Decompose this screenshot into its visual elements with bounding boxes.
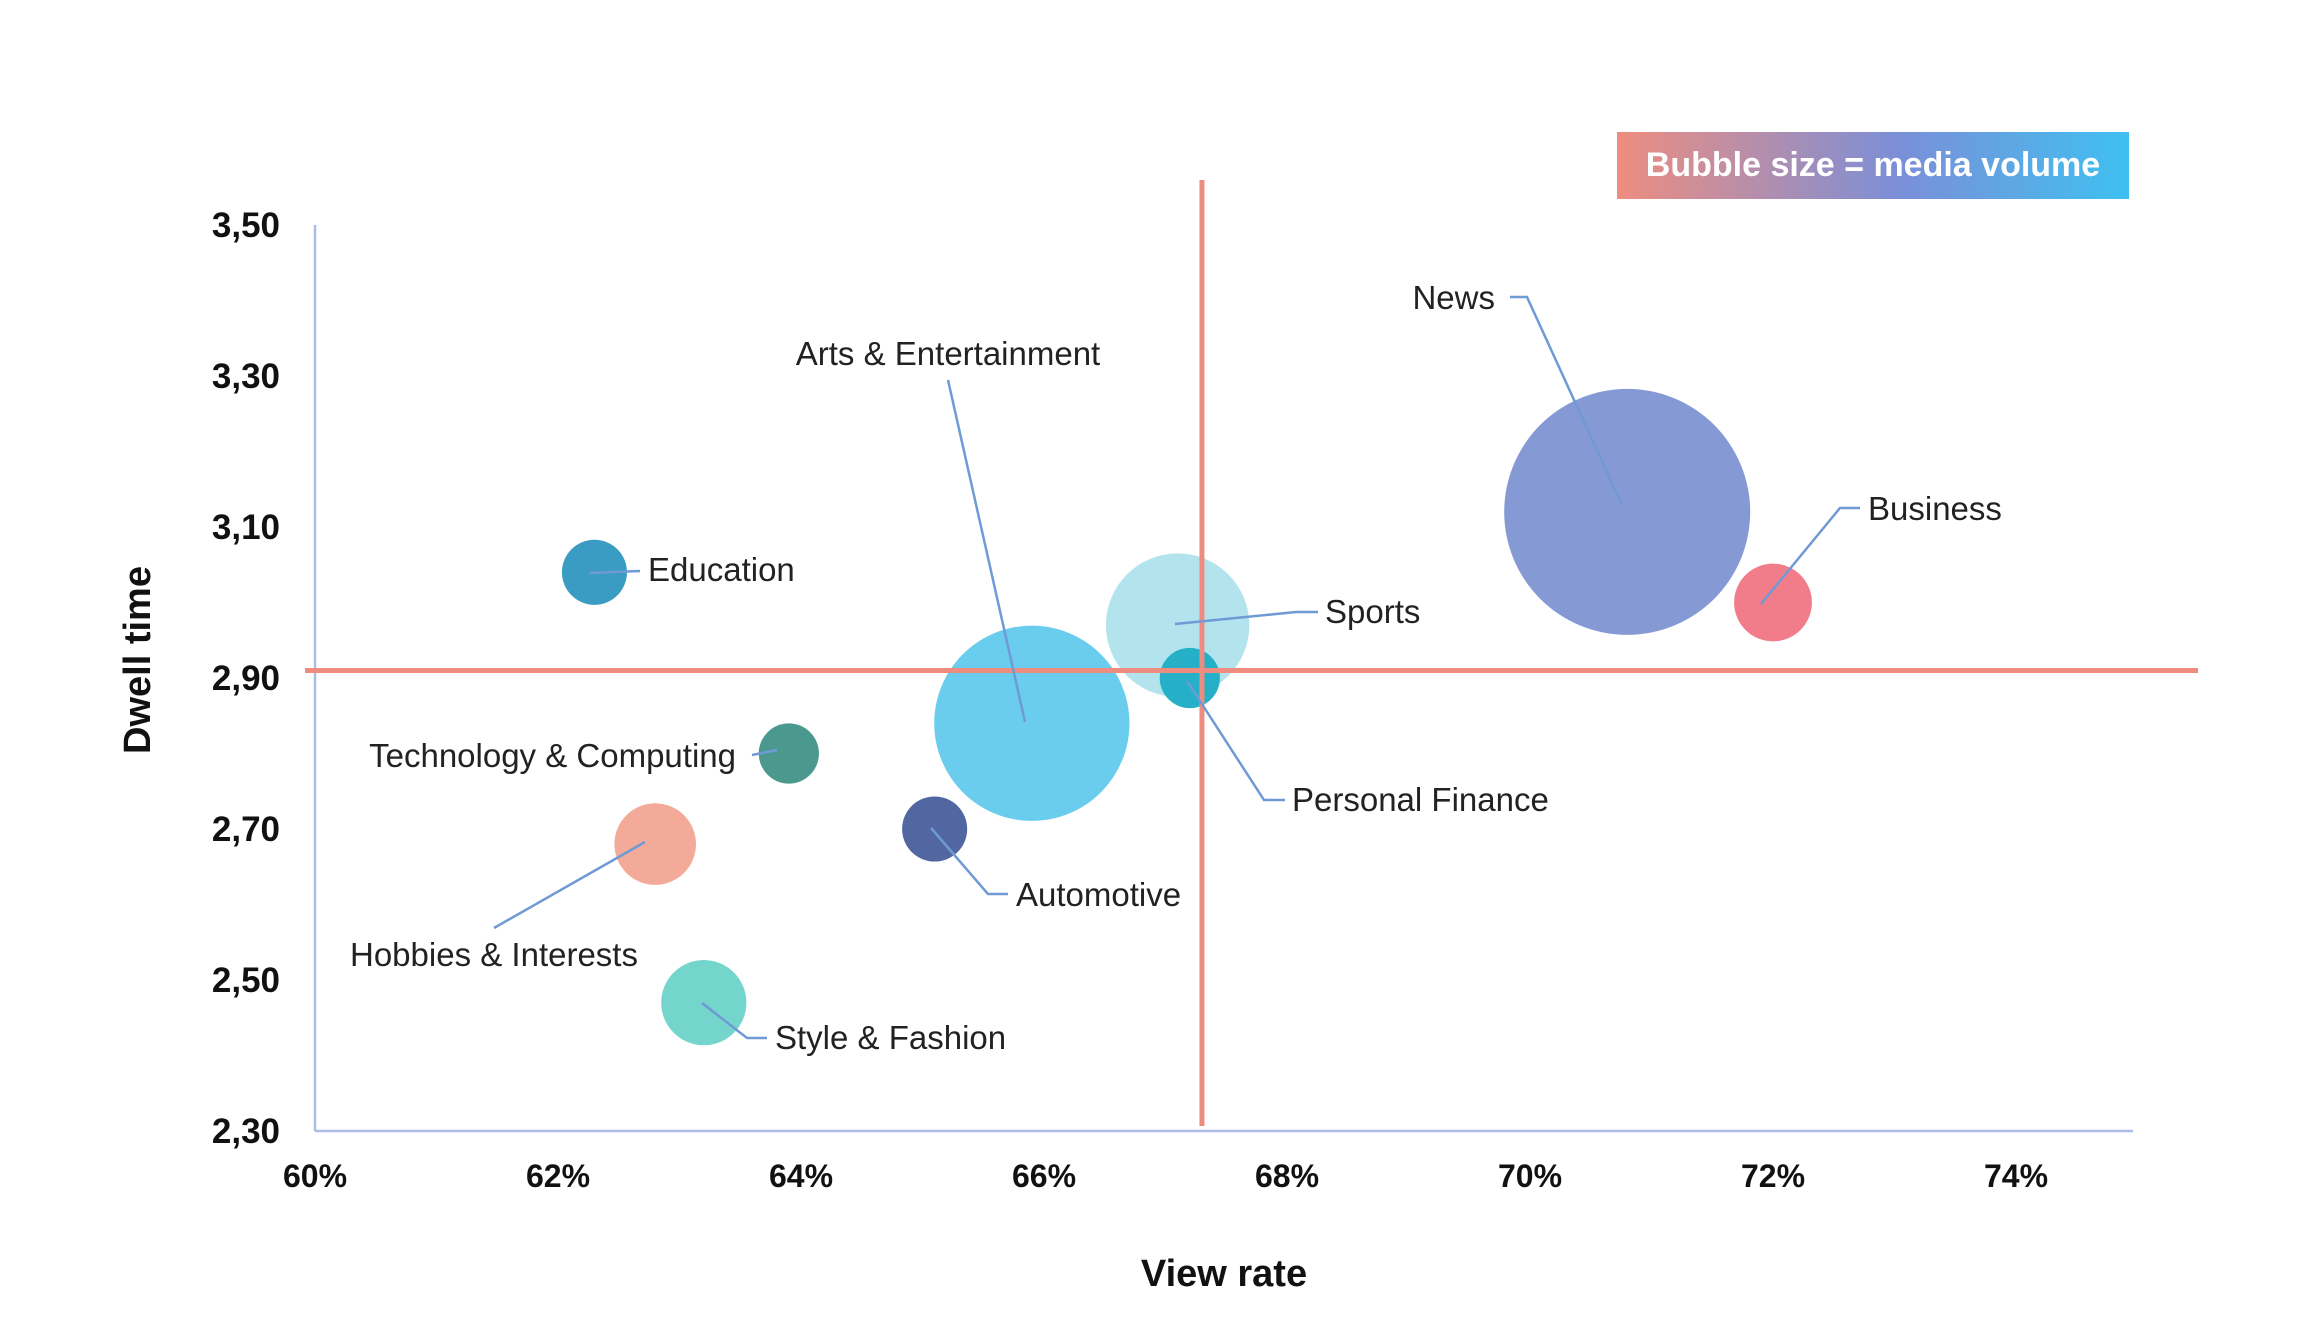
x-tick-label: 74% <box>1984 1158 2048 1194</box>
y-tick-label: 2,90 <box>212 659 280 698</box>
x-tick-label: 68% <box>1255 1158 1319 1194</box>
bubble <box>1734 563 1812 642</box>
bubble-label: Arts & Entertainment <box>796 335 1100 372</box>
bubble-label: Technology & Computing <box>369 737 736 774</box>
bubble <box>614 803 696 885</box>
bubbles <box>561 388 1812 1046</box>
x-tick-label: 62% <box>526 1158 590 1194</box>
leader-line <box>1174 610 1318 626</box>
leader-line <box>1510 295 1624 506</box>
leader-line <box>701 1002 767 1040</box>
bubble <box>1504 388 1751 635</box>
leader-line <box>493 840 646 930</box>
y-axis-title: Dwell time <box>117 566 159 754</box>
bubble-labels: News Business Sports Personal Finance Arts &… <box>350 279 2002 1056</box>
reference-lines <box>305 180 2198 1126</box>
y-tick-label: 3,30 <box>212 357 280 396</box>
y-tick-label: 3,50 <box>212 206 280 245</box>
leader-line <box>946 379 1027 723</box>
bubble-label: Sports <box>1325 593 1420 630</box>
x-tick-label: 64% <box>769 1158 833 1194</box>
x-tick-label: 60% <box>283 1158 347 1194</box>
bubble <box>934 625 1130 821</box>
x-tick-label: 72% <box>1741 1158 1805 1194</box>
bubble <box>902 796 968 862</box>
y-tick-label: 2,50 <box>212 961 280 1000</box>
leader-line <box>1185 680 1285 802</box>
bubble <box>661 960 747 1046</box>
bubble-label: News <box>1412 279 1495 316</box>
leader-line <box>589 569 641 575</box>
label-leader-lines <box>493 295 1860 1040</box>
leader-line <box>930 827 1008 896</box>
x-tick-label: 70% <box>1498 1158 1562 1194</box>
leader-line <box>751 748 778 757</box>
y-tick-label: 3,10 <box>212 508 280 547</box>
bubble-label: Hobbies & Interests <box>350 936 638 973</box>
bubble-label: Business <box>1868 490 2002 527</box>
y-tick-label: 2,30 <box>212 1112 280 1151</box>
bubble-label: Education <box>648 551 795 588</box>
axes <box>313 225 2133 1133</box>
bubble-size-legend: Bubble size = media volume <box>1617 132 2129 199</box>
bubble-label: Style & Fashion <box>775 1019 1006 1056</box>
y-tick-labels: 3,50 3,30 3,10 2,90 2,70 2,50 2,30 <box>212 206 280 1151</box>
bubble <box>1159 647 1220 709</box>
y-tick-label: 2,70 <box>212 810 280 849</box>
x-tick-labels: 60% 62% 64% 66% 68% 70% 72% 74% <box>283 1158 2048 1194</box>
bubble-label: Personal Finance <box>1292 781 1549 818</box>
x-tick-label: 66% <box>1012 1158 1076 1194</box>
bubble <box>758 723 819 784</box>
x-axis-title: View rate <box>1141 1253 1307 1295</box>
leader-line <box>1760 506 1860 605</box>
bubble-label: Automotive <box>1016 876 1181 913</box>
